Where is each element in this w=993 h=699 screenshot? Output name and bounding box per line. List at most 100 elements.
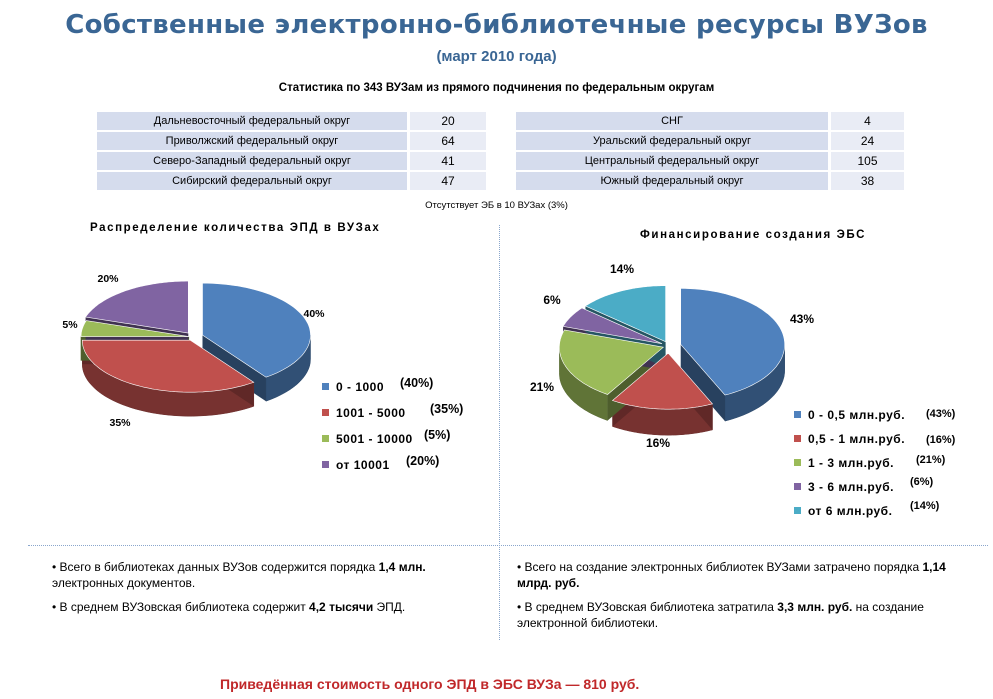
table-row: Уральский федеральный округ 24 <box>516 132 904 150</box>
bullet-tail: электронных документов. <box>52 576 196 590</box>
bullet-marker: • <box>517 600 525 614</box>
legend-label: 0 - 1000 <box>336 380 384 394</box>
table-row: Приволжский федеральный округ 64 <box>97 132 486 150</box>
bullet-bold: 1,14 млрд. руб. <box>517 560 946 590</box>
region-name: СНГ <box>516 112 828 130</box>
legend-label: 0,5 - 1 млн.руб. <box>808 432 905 446</box>
region-name: Северо-Западный федеральный округ <box>97 152 407 170</box>
stats-heading: Статистика по 343 ВУЗам из прямого подчи… <box>278 82 715 94</box>
region-value: 20 <box>407 112 486 130</box>
pie-slice-1 <box>202 282 311 378</box>
bullet-right-1: • Всего на создание электронных библиоте… <box>517 559 982 591</box>
region-name: Сибирский федеральный округ <box>97 172 407 190</box>
bullet-text: Всего на создание электронных библиотек … <box>524 560 923 574</box>
horizontal-divider <box>28 545 988 546</box>
pie-slice-2 <box>611 352 714 410</box>
page-title: Собственные электронно-библиотечные ресу… <box>65 10 928 40</box>
pie-slice-3 <box>80 320 190 337</box>
legend-value: (5%) <box>424 428 450 442</box>
table-row: СНГ 4 <box>516 112 904 130</box>
data-label: 35% <box>109 417 131 429</box>
legend-value: (35%) <box>430 402 463 416</box>
data-label: 14% <box>610 262 634 276</box>
legend-value: (14%) <box>910 500 940 512</box>
bullet-bold: 3,3 млн. руб. <box>777 600 853 614</box>
table-row: Южный федеральный округ 38 <box>516 172 904 190</box>
pie-slice-4 <box>85 280 189 334</box>
table-row: Центральный федеральный округ 105 <box>516 152 904 170</box>
legend-swatch <box>794 459 801 466</box>
legend-value: (16%) <box>926 434 956 446</box>
bullet-marker: • <box>52 600 60 614</box>
legend-label: от 10001 <box>336 458 390 472</box>
data-label: 16% <box>646 436 670 450</box>
region-value: 41 <box>407 152 486 170</box>
table-row: Сибирский федеральный округ 47 <box>97 172 486 190</box>
region-value: 64 <box>407 132 486 150</box>
legend-swatch <box>794 507 801 514</box>
pie-chart-2: 43% 16% 21% 6% 14% 0 - 0,5 млн.руб. (43%) 0,5 -… <box>530 262 956 518</box>
chart1-title: Распределение количества ЭПД в ВУЗах <box>90 222 381 234</box>
missing-eb-note: Отсутствует ЭБ в 10 ВУЗах (3%) <box>425 200 568 211</box>
page-subtitle: (март 2010 года) <box>436 48 557 65</box>
data-label: 43% <box>790 312 814 326</box>
data-label: 40% <box>303 308 325 320</box>
legend-value: (6%) <box>910 476 934 488</box>
bullet-marker: • <box>517 560 525 574</box>
pie-chart-1: 40% 35% 5% 20% 0 - 1000 (40%) 1001 - 5000 (35%)… <box>62 273 463 472</box>
pie-slice-4 <box>562 307 663 344</box>
legend-label: 0 - 0,5 млн.руб. <box>808 408 905 422</box>
bullet-left-1: • Всего в библиотеках данных ВУЗов содер… <box>52 559 492 591</box>
legend-swatch <box>794 411 801 418</box>
data-label: 6% <box>543 293 561 307</box>
data-label: 21% <box>530 380 554 394</box>
legend-swatch <box>322 409 329 416</box>
pie-slice-edge <box>680 344 725 422</box>
legend-label: 3 - 6 млн.руб. <box>808 480 894 494</box>
bullet-text: Всего в библиотеках данных ВУЗов содержи… <box>59 560 379 574</box>
legend-swatch <box>794 435 801 442</box>
bullet-bold: 4,2 тысячи <box>309 600 374 614</box>
legend-value: (21%) <box>916 454 946 466</box>
pie-slice-5 <box>584 285 666 343</box>
bullet-tail: ЭПД. <box>373 600 406 614</box>
region-name: Дальневосточный федеральный округ <box>97 112 407 130</box>
regions-table-left: Дальневосточный федеральный округ 20 Приво… <box>97 110 486 192</box>
table-row: Дальневосточный федеральный округ 20 <box>97 112 486 130</box>
bullet-tail: на создание электронной библиотеки. <box>517 600 924 630</box>
legend-swatch <box>322 461 329 468</box>
chart2-title: Финансирование создания ЭБС <box>640 229 867 241</box>
legend-swatch <box>322 435 329 442</box>
pie-slice-2 <box>82 339 255 393</box>
legend-swatch <box>322 383 329 390</box>
pie-slice-1 <box>680 288 786 396</box>
bullet-left-2: • В среднем ВУЗовская библиотека содержи… <box>52 599 492 615</box>
legend-label: 1001 - 5000 <box>336 406 406 420</box>
bullet-bold: 1,4 млн. <box>378 560 426 574</box>
region-name: Центральный федеральный округ <box>516 152 828 170</box>
legend-label: от 6 млн.руб. <box>808 504 892 518</box>
bullet-right-2: • В среднем ВУЗовская библиотека затрати… <box>517 599 982 631</box>
bullet-text: В среднем ВУЗовская библиотека содержит <box>59 600 310 614</box>
pie-slice-3 <box>559 329 665 395</box>
region-value: 105 <box>828 152 904 170</box>
legend-label: 1 - 3 млн.руб. <box>808 456 894 470</box>
footer-cost: Приведённая стоимость одного ЭПД в ЭБС В… <box>220 676 640 692</box>
region-value: 24 <box>828 132 904 150</box>
region-value: 38 <box>828 172 904 190</box>
regions-table-right: СНГ 4 Уральский федеральный округ 24 Централ… <box>516 110 904 192</box>
region-name: Южный федеральный округ <box>516 172 828 190</box>
legend-swatch <box>794 483 801 490</box>
region-name: Приволжский федеральный округ <box>97 132 407 150</box>
region-value: 4 <box>828 112 904 130</box>
legend-label: 5001 - 10000 <box>336 432 413 446</box>
legend-value: (20%) <box>406 454 439 468</box>
bullet-marker: • <box>52 560 60 574</box>
legend-value: (43%) <box>926 408 956 420</box>
data-label: 5% <box>62 319 78 331</box>
region-value: 47 <box>407 172 486 190</box>
bullet-text: В среднем ВУЗовская библиотека затратила <box>524 600 778 614</box>
data-label: 20% <box>97 273 119 285</box>
region-name: Уральский федеральный округ <box>516 132 828 150</box>
